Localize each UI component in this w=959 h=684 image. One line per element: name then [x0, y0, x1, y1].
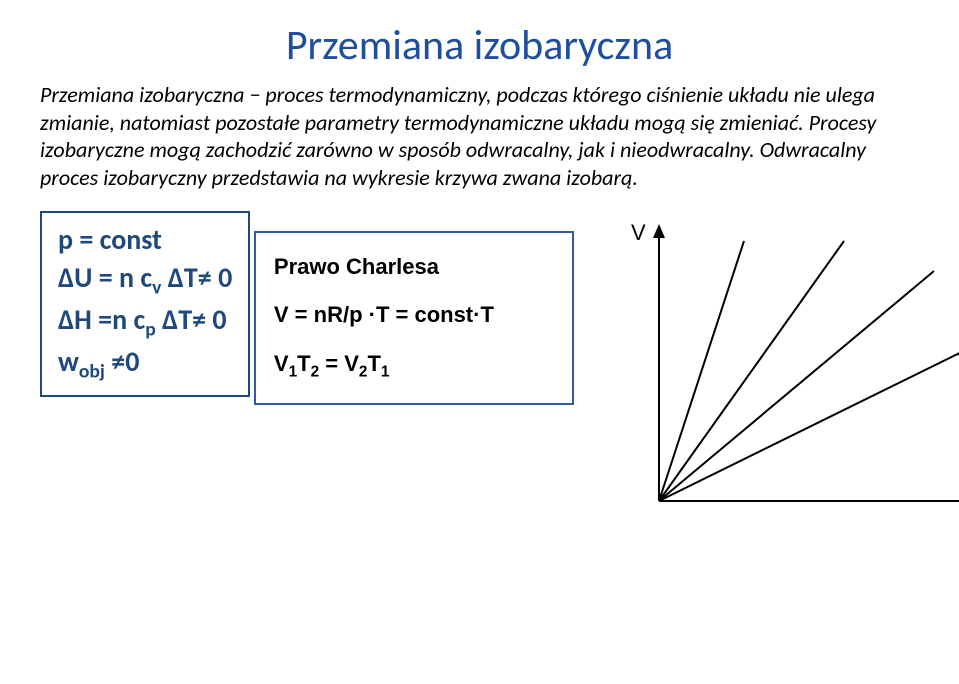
formula-l3-pre: ΔH =n c	[58, 302, 145, 337]
formula-l4-post: ≠0	[105, 344, 139, 379]
content-row: p = const ΔU = n cv ΔT≠ 0 ΔH =n cp ΔT≠ 0…	[40, 211, 919, 546]
charles-law-box: Prawo Charlesa V = nR/p ·T = const·T V1T…	[254, 231, 574, 405]
formula-line-3: ΔH =n cp ΔT≠ 0	[58, 301, 232, 343]
charles-eq2-d: T	[367, 351, 380, 376]
formula-box: p = const ΔU = n cv ΔT≠ 0 ΔH =n cp ΔT≠ 0…	[40, 211, 250, 397]
charles-eq2-s2: 2	[311, 363, 320, 380]
formula-l3-post: ΔT≠ 0	[156, 302, 227, 337]
formula-l3-sub: p	[145, 317, 156, 341]
charles-eq2-a: V	[274, 351, 289, 376]
charles-eq2-b: T	[297, 351, 310, 376]
charles-eq-2: V1T2 = V2T1	[274, 340, 554, 389]
charles-eq2-c: = V	[319, 351, 359, 376]
left-column: p = const ΔU = n cv ΔT≠ 0 ΔH =n cp ΔT≠ 0…	[40, 211, 574, 546]
formula-line-4: wobj ≠0	[58, 343, 232, 385]
description-lead: Przemiana izobaryczna	[40, 81, 244, 108]
formula-line-1: p = const	[58, 221, 232, 259]
formula-l4-sub: obj	[79, 359, 105, 383]
chart-svg: VTp	[604, 211, 959, 541]
formula-l2-pre: ΔU = n c	[58, 260, 152, 295]
charles-eq2-s1: 1	[289, 363, 298, 380]
title-text: Przemiana izobaryczna	[286, 20, 673, 71]
description-paragraph: Przemiana izobaryczna − proces termodyna…	[40, 81, 919, 191]
formula-l4-pre: w	[58, 344, 79, 379]
svg-text:V: V	[631, 220, 646, 245]
charles-eq2-s4: 1	[381, 363, 390, 380]
page-title: Przemiana izobaryczna	[40, 20, 919, 71]
charles-eq-1: V = nR/p ·T = const·T	[274, 291, 554, 339]
formula-l2-post: ΔT≠ 0	[161, 260, 232, 295]
isobar-chart: VTp	[604, 211, 959, 546]
formula-line-2: ΔU = n cv ΔT≠ 0	[58, 259, 232, 301]
charles-title: Prawo Charlesa	[274, 243, 554, 291]
